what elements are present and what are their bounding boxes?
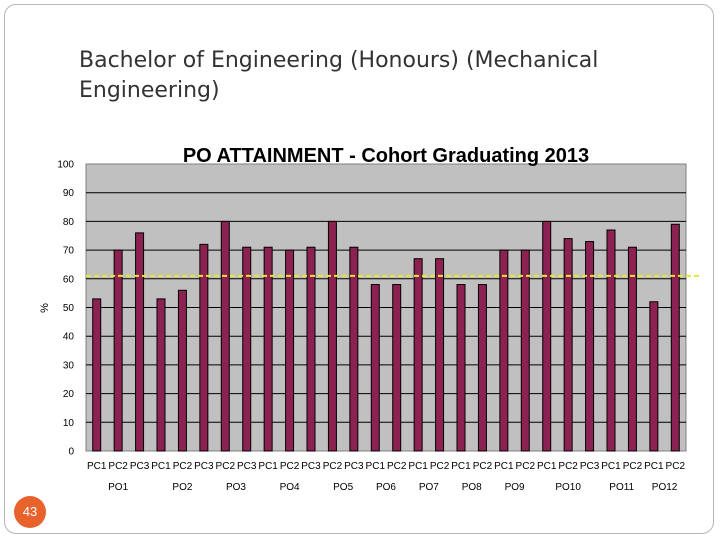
x-group-label: PO5 — [333, 482, 353, 493]
bar — [585, 240, 595, 452]
slide-frame — [4, 4, 714, 534]
x-category-label: PC2 — [387, 461, 407, 472]
bar — [477, 284, 487, 452]
x-category-label: PC2 — [280, 461, 300, 472]
bar — [563, 238, 573, 452]
bar — [392, 284, 402, 452]
bar — [499, 249, 509, 452]
x-category-label: PC3 — [301, 461, 321, 472]
x-category-label: PC2 — [323, 461, 343, 472]
x-category-label: PC2 — [558, 461, 578, 472]
y-tick-label: 90 — [63, 188, 75, 199]
x-group-label: PO10 — [555, 482, 581, 493]
x-category-label: PC1 — [537, 461, 557, 472]
bar — [542, 220, 552, 452]
x-group-label: PO6 — [376, 482, 396, 493]
x-category-label: PC1 — [494, 461, 514, 472]
y-tick-label: 50 — [63, 303, 75, 314]
slide-title: Bachelor of Engineering (Honours) (Mecha… — [79, 48, 599, 103]
bar — [135, 232, 145, 452]
x-group-label: PO2 — [172, 482, 192, 493]
y-tick-label: 0 — [68, 447, 74, 458]
x-category-label: PC1 — [366, 461, 386, 472]
y-tick-label: 20 — [63, 389, 75, 400]
x-category-label: PC1 — [87, 461, 107, 472]
x-category-label: PC2 — [108, 461, 128, 472]
x-category-label: PC1 — [151, 461, 171, 472]
x-category-label: PC3 — [580, 461, 600, 472]
bar — [649, 301, 659, 452]
bar — [242, 246, 252, 452]
bar — [456, 284, 466, 452]
x-category-label: PC2 — [473, 461, 493, 472]
x-group-label: PO4 — [280, 482, 300, 493]
bar — [92, 298, 102, 452]
bar — [177, 289, 187, 452]
x-category-label: PC2 — [516, 461, 536, 472]
bar — [199, 243, 209, 452]
x-category-label: PC1 — [451, 461, 471, 472]
y-tick-label: 70 — [63, 246, 75, 257]
x-group-label: PO7 — [419, 482, 439, 493]
bar — [627, 246, 637, 452]
x-category-label: PC2 — [173, 461, 193, 472]
bar — [113, 249, 123, 452]
bar — [606, 229, 616, 452]
bar — [370, 284, 380, 452]
bar — [349, 246, 359, 452]
x-group-label: PO3 — [226, 482, 246, 493]
x-group-label: PO8 — [462, 482, 482, 493]
y-tick-label: 40 — [63, 332, 75, 343]
y-tick-label: 100 — [57, 160, 74, 171]
x-category-label: PC1 — [601, 461, 621, 472]
bar — [413, 258, 423, 452]
y-tick-label: 60 — [63, 274, 75, 285]
bar — [520, 249, 530, 452]
bar — [670, 223, 680, 452]
bar — [435, 258, 445, 452]
x-category-label: PC2 — [623, 461, 643, 472]
x-group-label: PO12 — [652, 482, 678, 493]
y-tick-label: 10 — [63, 418, 75, 429]
x-category-label: PC2 — [666, 461, 686, 472]
page-number-badge: 43 — [14, 496, 46, 528]
y-tick-label: 30 — [63, 360, 75, 371]
x-category-label: PC1 — [408, 461, 428, 472]
x-category-label: PC3 — [194, 461, 214, 472]
x-category-label: PC1 — [258, 461, 278, 472]
bar — [220, 220, 230, 452]
bar — [156, 298, 166, 452]
x-group-label: PO9 — [505, 482, 525, 493]
x-category-label: PC3 — [344, 461, 364, 472]
x-group-label: PO1 — [108, 482, 128, 493]
x-category-label: PC2 — [216, 461, 236, 472]
y-tick-label: 80 — [63, 217, 75, 228]
x-category-label: PC3 — [237, 461, 257, 472]
bar — [327, 220, 337, 452]
chart-title: PO ATTAINMENT - Cohort Graduating 2013 — [183, 145, 589, 167]
x-group-label: PO11 — [609, 482, 634, 493]
y-axis-label: % — [39, 303, 51, 313]
bar — [285, 249, 295, 452]
bar — [306, 246, 316, 452]
x-category-label: PC2 — [430, 461, 450, 472]
x-category-label: PC3 — [130, 461, 150, 472]
bar — [263, 246, 273, 452]
x-category-label: PC1 — [644, 461, 664, 472]
